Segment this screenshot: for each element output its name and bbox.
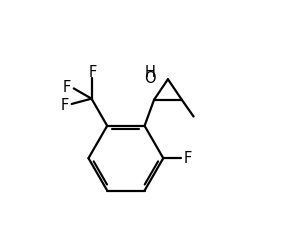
Text: F: F [184,151,192,166]
Text: O: O [144,71,155,86]
Text: F: F [60,98,69,113]
Text: F: F [88,65,97,80]
Text: H: H [144,65,155,81]
Text: F: F [63,80,71,95]
